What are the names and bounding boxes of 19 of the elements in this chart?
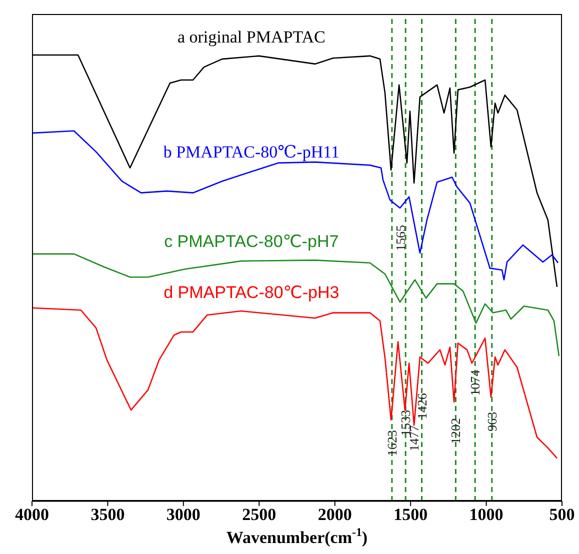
x-tick-label: 2500 xyxy=(242,505,276,524)
annotation: 1426 xyxy=(414,392,430,420)
x-tick-label: 4000 xyxy=(15,505,49,524)
series-label: c PMAPTAC-80℃-pH7 xyxy=(164,232,339,251)
x-tick-label: 2000 xyxy=(318,505,352,524)
annotation: 1565 xyxy=(393,224,408,251)
annotation: 1623 xyxy=(384,430,400,456)
annotation: 1074 xyxy=(468,369,483,396)
annotation: 963 xyxy=(484,412,500,432)
x-axis-title: Wavenumber(cm$^{-1}$) xyxy=(226,525,368,547)
annotation: 1202 xyxy=(448,418,464,444)
x-tick-label: 500 xyxy=(549,505,575,524)
x-tick-label: 3500 xyxy=(90,505,125,524)
x-tick-label: 1000 xyxy=(469,505,504,524)
x-tick-label: 1500 xyxy=(394,505,428,524)
x-tick-label: 3000 xyxy=(166,505,200,524)
series-label: d PMAPTAC-80℃-pH3 xyxy=(164,283,340,302)
series-label: b PMAPTAC-80℃-pH11 xyxy=(163,142,340,162)
series-label: a original PMAPTAC xyxy=(177,28,326,47)
